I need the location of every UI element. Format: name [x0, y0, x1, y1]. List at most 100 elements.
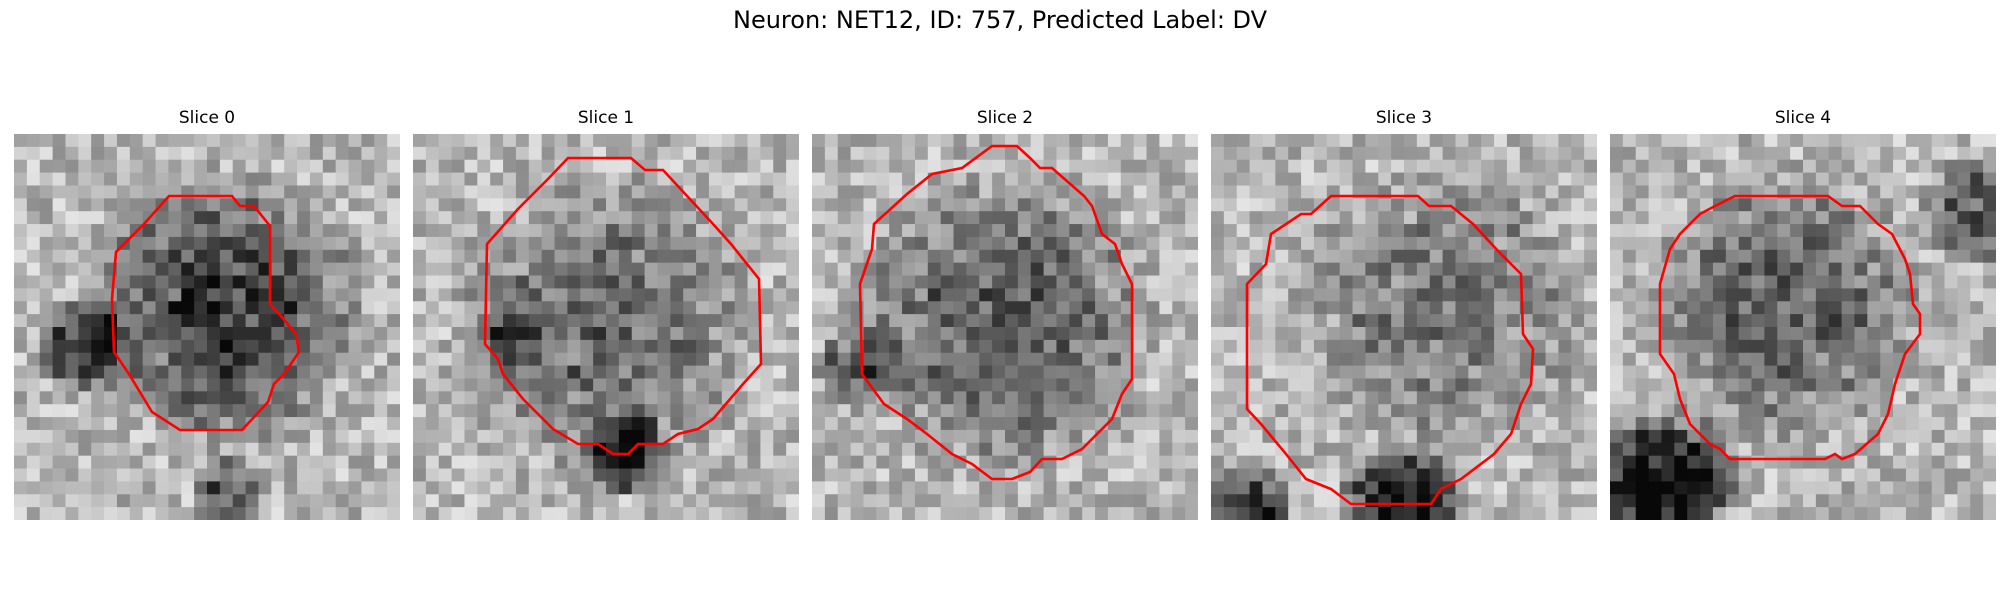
pixel	[914, 468, 929, 482]
pixel	[1442, 481, 1457, 495]
pixel	[91, 442, 105, 457]
pixel	[1622, 378, 1637, 392]
pixel	[155, 442, 169, 457]
pixel	[1352, 365, 1366, 380]
pixel	[618, 198, 633, 212]
pixel	[1159, 365, 1173, 380]
pixel	[1494, 185, 1508, 199]
pixel	[1841, 494, 1856, 508]
pixel	[1455, 159, 1469, 174]
pixel	[1404, 224, 1418, 238]
pixel	[26, 339, 41, 354]
pixel	[812, 185, 826, 199]
pixel	[927, 275, 942, 289]
pixel	[1725, 314, 1740, 328]
pixel	[1622, 249, 1637, 264]
pixel	[1146, 236, 1160, 251]
pixel	[413, 417, 427, 431]
pixel	[1622, 211, 1637, 225]
pixel	[104, 275, 118, 289]
pixel	[1764, 429, 1778, 444]
pixel	[1301, 455, 1315, 470]
pixel	[1725, 429, 1740, 444]
pixel	[387, 352, 400, 367]
pixel	[297, 378, 311, 392]
pixel	[65, 249, 79, 264]
pixel	[477, 352, 491, 367]
pixel	[1095, 391, 1109, 405]
pixel	[1983, 339, 1996, 354]
pixel	[1185, 391, 1198, 405]
pixel	[1404, 442, 1418, 457]
pixel	[708, 455, 723, 470]
pixel	[1867, 468, 1881, 482]
pixel	[850, 262, 865, 277]
pixel	[1275, 507, 1289, 520]
pixel	[708, 378, 723, 392]
pixel	[1931, 481, 1946, 495]
pixel	[1185, 249, 1198, 264]
pixel	[773, 365, 787, 380]
pixel	[309, 339, 324, 354]
pixel	[914, 455, 929, 470]
pixel	[528, 288, 543, 302]
pixel	[1610, 339, 1624, 354]
pixel	[1815, 159, 1830, 174]
pixel	[207, 262, 221, 277]
pixel	[1107, 134, 1122, 148]
pixel	[979, 288, 993, 302]
pixel	[1545, 455, 1559, 470]
pixel	[1468, 417, 1482, 431]
pixel	[631, 468, 646, 482]
pixel	[1236, 442, 1251, 457]
pixel	[207, 494, 221, 508]
pixel	[760, 481, 774, 495]
pixel	[1017, 236, 1032, 251]
pixel	[979, 378, 993, 392]
pixel	[1519, 236, 1534, 251]
pixel	[1777, 288, 1791, 302]
pixel	[567, 275, 581, 289]
pixel	[876, 198, 890, 212]
pixel	[503, 365, 517, 380]
pixel	[1043, 301, 1058, 315]
pixel	[1918, 327, 1933, 341]
pixel	[1211, 172, 1225, 187]
pixel	[786, 391, 799, 405]
pixel	[1352, 507, 1366, 520]
pixel	[1880, 172, 1894, 187]
pixel	[1468, 159, 1482, 174]
pixel	[1159, 378, 1173, 392]
pixel	[271, 249, 285, 264]
pixel	[1687, 275, 1701, 289]
pixel	[554, 198, 568, 212]
pixel	[1931, 378, 1946, 392]
pixel	[1687, 352, 1701, 367]
pixel	[683, 391, 697, 405]
pixel	[1803, 249, 1817, 264]
pixel	[1365, 455, 1379, 470]
pixel	[1391, 172, 1405, 187]
pixel	[837, 494, 852, 508]
pixel	[1262, 365, 1276, 380]
pixel	[425, 339, 440, 354]
pixel	[1223, 236, 1238, 251]
pixel	[554, 314, 568, 328]
pixel	[1532, 391, 1547, 405]
pixel	[219, 339, 234, 354]
pixel	[1133, 391, 1148, 405]
pixel	[374, 494, 388, 508]
pixel	[503, 236, 517, 251]
pixel	[760, 314, 774, 328]
pixel	[1043, 494, 1058, 508]
pixel	[245, 314, 260, 328]
pixel	[425, 185, 440, 199]
pixel	[322, 442, 337, 457]
pixel	[863, 339, 877, 354]
pixel	[155, 365, 169, 380]
pixel	[1159, 429, 1173, 444]
pixel	[927, 404, 942, 418]
pixel	[773, 404, 787, 418]
pixel	[1404, 134, 1418, 148]
pixel	[39, 391, 54, 405]
